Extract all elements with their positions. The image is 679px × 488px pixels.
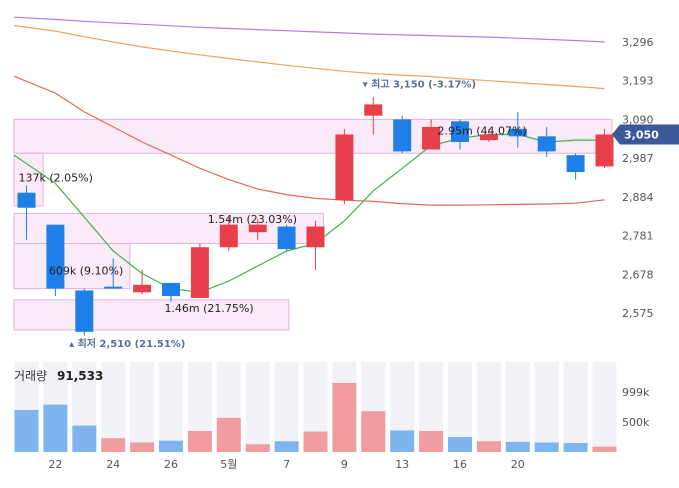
volume-tick-label: 500k	[622, 416, 650, 429]
volume-profile-annotation: 1.46m (21.75%)	[164, 302, 253, 315]
volume-bar	[505, 441, 530, 452]
candle-body	[190, 247, 209, 298]
candle-body	[451, 121, 469, 142]
volume-bar	[43, 404, 68, 452]
volume-bar	[303, 431, 328, 452]
volume-column-bg	[448, 362, 472, 452]
volume-profile-annotation: 1.54m (23.03%)	[208, 213, 297, 226]
x-tick-label: 16	[453, 458, 467, 471]
volume-column-bg	[534, 362, 559, 452]
y-tick-label: 2,781	[622, 230, 654, 243]
volume-bar	[187, 431, 212, 452]
y-tick-label: 3,090	[622, 113, 654, 126]
volume-bar	[448, 437, 472, 452]
volume-tick-label: 999k	[622, 386, 650, 399]
volume-bar	[245, 444, 270, 452]
y-tick-label: 2,884	[622, 191, 654, 204]
current-price-label: 3,050	[624, 128, 659, 141]
candle-body	[393, 119, 412, 152]
volume-column-bg	[505, 362, 530, 452]
volume-column-bg	[159, 362, 183, 452]
volume-value: 91,533	[57, 369, 103, 383]
volume-bar	[592, 446, 617, 452]
candle-body	[277, 226, 296, 250]
x-tick-label: 24	[106, 458, 120, 471]
volume-profile-zone	[13, 118, 613, 154]
volume-bar	[130, 442, 155, 452]
volume-bar	[390, 430, 415, 452]
volume-bar	[534, 442, 559, 452]
y-tick-label: 2,575	[622, 307, 654, 320]
candle-body	[364, 104, 383, 116]
candle-body	[306, 226, 325, 248]
volume-profile-zone	[13, 212, 324, 244]
candle-body	[248, 224, 267, 233]
moving-average-line-3	[13, 24, 605, 90]
volume-column-bg	[592, 362, 617, 452]
moving-average-line-4	[13, 16, 605, 43]
x-tick-label: 22	[48, 458, 62, 471]
volume-column-bg	[130, 362, 155, 452]
low-price-marker: ▴ 최저 2,510 (21.51%)	[69, 337, 185, 350]
volume-profile-zone	[13, 242, 131, 290]
high-price-marker: ▾ 최고 3,150 (-3.17%)	[363, 77, 476, 90]
y-tick-label: 3,193	[622, 75, 654, 88]
volume-profile-zone	[13, 299, 290, 331]
volume-column-bg	[274, 362, 299, 452]
candle-body	[162, 282, 180, 297]
candle-body	[422, 126, 441, 150]
volume-profile-annotation: 609k (9.10%)	[49, 264, 123, 277]
current-price-tag	[612, 124, 679, 145]
volume-profile-annotation: 2.95m (44.07%)	[438, 124, 527, 137]
candle-body	[104, 286, 123, 289]
candle-body	[479, 134, 498, 141]
volume-bar	[419, 431, 444, 452]
x-tick-label: 7	[283, 458, 290, 471]
volume-column-bg	[563, 362, 588, 452]
volume-profile-annotation: 137k (2.05%)	[19, 171, 93, 184]
y-tick-label: 3,296	[622, 36, 654, 49]
volume-column-bg	[101, 362, 126, 452]
candle-body	[17, 192, 36, 208]
volume-bar	[274, 441, 299, 452]
x-tick-label: 9	[341, 458, 348, 471]
candle-body	[595, 134, 614, 167]
x-tick-label: 5월	[220, 458, 237, 471]
candle-body	[46, 224, 65, 289]
x-tick-label: 26	[164, 458, 178, 471]
volume-title: 거래량	[14, 369, 47, 383]
volume-bar	[476, 441, 501, 452]
candle-body	[537, 136, 556, 152]
volume-bar	[14, 409, 39, 452]
volume-bar	[101, 438, 126, 452]
volume-column-bg	[476, 362, 501, 452]
candle-body	[75, 290, 94, 332]
moving-average-line-2	[13, 75, 605, 206]
x-tick-label: 20	[511, 458, 525, 471]
y-tick-label: 2,987	[622, 152, 654, 165]
candle-body	[219, 224, 238, 248]
volume-bar	[361, 411, 386, 452]
volume-bar	[332, 382, 357, 452]
candle-body	[566, 155, 585, 173]
candle-body	[508, 128, 527, 137]
volume-bar	[216, 417, 241, 452]
volume-bar	[72, 425, 97, 452]
volume-bar	[563, 443, 588, 452]
volume-bar	[159, 440, 183, 452]
x-tick-label: 13	[395, 458, 409, 471]
volume-column-bg	[245, 362, 270, 452]
candle-body	[335, 134, 354, 201]
candle-body	[133, 284, 152, 293]
y-tick-label: 2,678	[622, 268, 654, 281]
